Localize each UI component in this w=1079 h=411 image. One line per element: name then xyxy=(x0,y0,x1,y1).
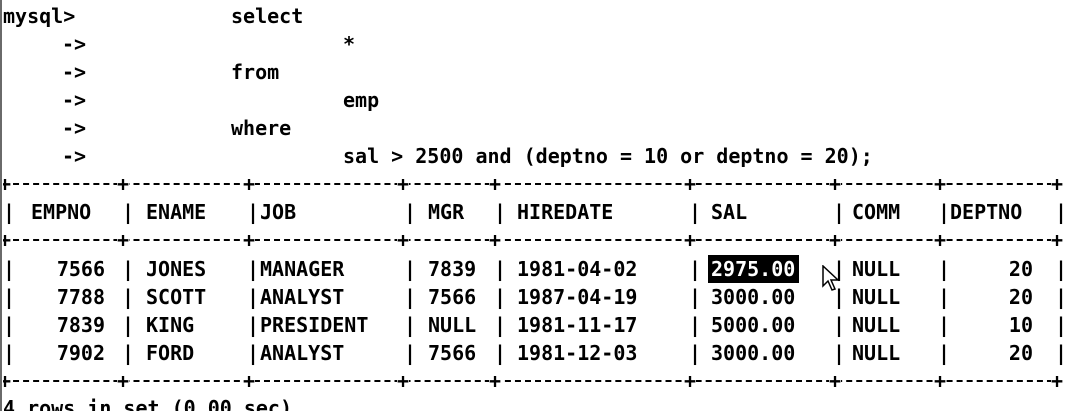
cell-job: PRESIDENT xyxy=(260,313,369,337)
query-line-6: -> sal > 2500 and (deptno = 10 or deptno… xyxy=(3,142,873,170)
column-header-sal: SAL xyxy=(711,200,748,224)
query-line-4: -> emp xyxy=(3,86,379,114)
cell-sal: 3000.00 xyxy=(711,285,796,309)
column-header-comm: COMM xyxy=(852,200,901,224)
cell-mgr: 7839 xyxy=(428,257,477,281)
cell-ename: KING xyxy=(146,313,195,337)
cell-deptno: 20 xyxy=(1008,257,1033,281)
column-header-deptno: DEPTNO xyxy=(950,200,1023,224)
cell-hiredate: 1981-11-17 xyxy=(517,313,638,337)
cell-mgr: 7566 xyxy=(428,341,477,365)
cell-job: MANAGER xyxy=(260,257,345,281)
cell-job: ANALYST xyxy=(260,285,345,309)
cell-comm: NULL xyxy=(852,341,901,365)
column-header-job: JOB xyxy=(260,200,297,224)
cell-hiredate: 1981-12-03 xyxy=(517,341,638,365)
column-header-empno: EMPNO xyxy=(31,200,92,224)
cell-mgr: NULL xyxy=(428,313,477,337)
cell-sal: 5000.00 xyxy=(711,313,796,337)
cell-ename: SCOTT xyxy=(146,285,207,309)
cell-hiredate: 1987-04-19 xyxy=(517,285,638,309)
cell-deptno: 20 xyxy=(1008,341,1033,365)
column-header-hiredate: HIREDATE xyxy=(517,200,614,224)
column-header-ename: ENAME xyxy=(146,200,207,224)
mysql-terminal[interactable]: mysql> select -> * -> from -> emp -> whe… xyxy=(3,0,1077,411)
result-status-line: 4 rows in set (0.00 sec) xyxy=(3,396,292,411)
query-from-keyword: from xyxy=(231,60,280,84)
query-where-keyword: where xyxy=(231,116,292,140)
query-line-1: mysql> select xyxy=(3,2,303,30)
query-select-keyword: select xyxy=(231,4,304,28)
cell-deptno: 20 xyxy=(1008,285,1033,309)
table-header-row: | EMPNO | ENAME | JOB | MGR | HIREDATE |… xyxy=(3,200,1068,224)
table-separator-bottom: + + + + + + + + + xyxy=(3,367,1077,395)
table-row: | 7839 | KING | PRESIDENT | NULL | 1981-… xyxy=(3,313,1068,337)
continuation-prompt: -> xyxy=(62,116,87,140)
cell-empno: 7566 xyxy=(56,257,105,281)
query-select-columns: * xyxy=(343,32,356,56)
terminal-left-border xyxy=(0,0,2,411)
continuation-prompt: -> xyxy=(62,144,87,168)
cell-empno: 7839 xyxy=(56,313,105,337)
table-separator-header: + + + + + + + + + xyxy=(3,226,1077,254)
cell-empno: 7902 xyxy=(56,341,105,365)
selected-sal-cell[interactable]: 2975.00 xyxy=(708,255,800,283)
cell-mgr: 7566 xyxy=(428,285,477,309)
continuation-prompt: -> xyxy=(62,60,87,84)
cell-comm: NULL xyxy=(852,257,901,281)
table-separator-top: + + + + + + + + + xyxy=(3,170,1077,198)
mysql-prompt: mysql> xyxy=(3,4,76,28)
query-table-name: emp xyxy=(343,88,380,112)
cell-ename: JONES xyxy=(146,257,207,281)
cell-ename: FORD xyxy=(146,341,195,365)
continuation-prompt: -> xyxy=(62,88,87,112)
mouse-pointer-icon xyxy=(822,265,840,291)
query-line-3: -> from xyxy=(3,58,279,86)
cell-empno: 7788 xyxy=(56,285,105,309)
cell-comm: NULL xyxy=(852,285,901,309)
cell-comm: NULL xyxy=(852,313,901,337)
query-line-5: -> where xyxy=(3,114,291,142)
cell-deptno: 10 xyxy=(1008,313,1033,337)
table-row: | 7902 | FORD | ANALYST | 7566 | 1981-12… xyxy=(3,341,1068,365)
query-line-2: -> * xyxy=(3,30,355,58)
query-condition: sal > 2500 and (deptno = 10 or deptno = … xyxy=(343,144,873,168)
cell-job: ANALYST xyxy=(260,341,345,365)
cell-sal: 3000.00 xyxy=(711,341,796,365)
continuation-prompt: -> xyxy=(62,32,87,56)
cell-hiredate: 1981-04-02 xyxy=(517,257,638,281)
table-row: | 7788 | SCOTT | ANALYST | 7566 | 1987-0… xyxy=(3,285,1068,309)
column-header-mgr: MGR xyxy=(428,200,465,224)
table-row: | 7566 | JONES | MANAGER | 7839 | 1981-0… xyxy=(3,255,1068,283)
